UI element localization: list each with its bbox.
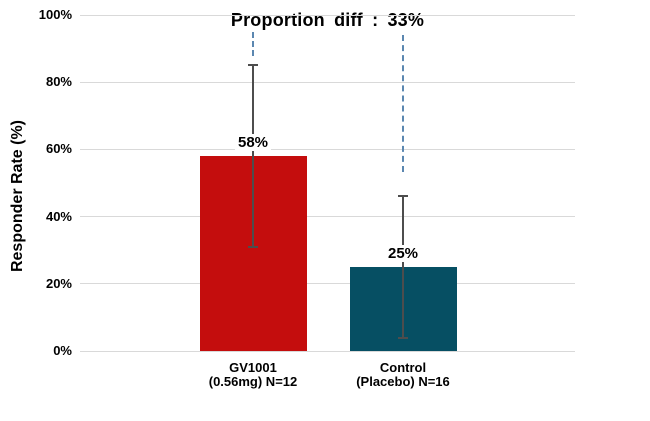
gridline-80% (80, 81, 575, 83)
error-bar-cap-top-gv1001 (248, 64, 258, 67)
error-bar-cap-bottom-gv1001 (248, 245, 258, 248)
y-tick-label-80%: 80% (45, 74, 72, 90)
chart-title-proportion-diff: Proportion diff : 33% (230, 10, 425, 30)
gridline-40% (80, 216, 575, 218)
error-bar-gv1001 (252, 65, 254, 247)
gridline-20% (80, 283, 575, 285)
y-axis-title: Responder Rate (%) (9, 119, 26, 273)
y-tick-label-20%: 20% (45, 275, 72, 291)
category-label-line: (Placebo) N=16 (356, 374, 450, 389)
y-tick-label-0%: 0% (53, 343, 72, 358)
diff-dashed-line-control (402, 35, 404, 172)
value-label-gv1001: 58% (234, 134, 272, 152)
category-label-control: Control (Placebo) N=16 (323, 361, 483, 389)
category-label-line: Control (379, 360, 427, 375)
y-tick-label-60%: 60% (45, 141, 72, 157)
y-tick-label-100%: 100% (38, 7, 72, 22)
error-bar-cap-bottom-control (398, 336, 408, 339)
gridline-0% (80, 350, 575, 352)
gridline-60% (80, 148, 575, 150)
value-label-control: 25% (384, 245, 422, 262)
error-bar-control (402, 196, 404, 338)
error-bar-cap-top-control (398, 195, 408, 198)
gridline-100% (80, 14, 575, 16)
y-tick-label-40%: 40% (45, 208, 72, 224)
category-label-line: GV1001 (229, 360, 277, 375)
category-label-line: (0.56mg) N=12 (208, 374, 298, 389)
category-label-gv1001: GV1001 (0.56mg) N=12 (173, 361, 333, 389)
diff-dashed-line-gv1001 (252, 32, 254, 56)
